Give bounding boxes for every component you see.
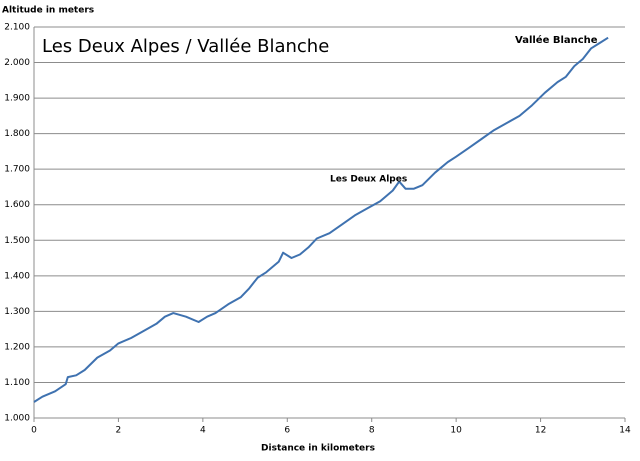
y-tick-label: 1.800: [4, 129, 30, 139]
x-tick-label: 2: [116, 426, 122, 436]
data-line: [33, 36, 609, 403]
annotation: Les Deux Alpes: [330, 175, 407, 185]
y-tick-label: 1.000: [4, 414, 30, 424]
x-tick-label: 12: [535, 426, 546, 436]
x-tick-label: 8: [369, 426, 375, 436]
title-box: [36, 30, 318, 62]
x-tick-label: 10: [450, 426, 462, 436]
x-axis-label: Distance in kilometers: [261, 444, 375, 454]
y-tick-label: 2.000: [4, 58, 30, 68]
y-tick-label: 1.500: [4, 236, 30, 246]
y-axis-label: Altitude in meters: [2, 6, 94, 16]
y-tick-label: 1.400: [4, 271, 30, 281]
annotation: Vallée Blanche: [515, 34, 598, 46]
x-tick-label: 14: [619, 426, 631, 436]
y-tick-label: 1.100: [4, 378, 30, 388]
y-tick-label: 1.600: [4, 200, 30, 210]
y-tick-label: 1.300: [4, 307, 30, 317]
y-tick-label: 2.100: [4, 23, 30, 33]
chart-title: Les Deux Alpes / Vallée Blanche: [42, 36, 329, 57]
x-tick-label: 6: [284, 426, 290, 436]
y-tick-label: 1.700: [4, 165, 30, 175]
x-tick-label: 4: [200, 426, 206, 436]
x-tick-label: 0: [31, 426, 37, 436]
y-tick-label: 1.900: [4, 94, 30, 104]
y-tick-label: 1.200: [4, 342, 30, 352]
